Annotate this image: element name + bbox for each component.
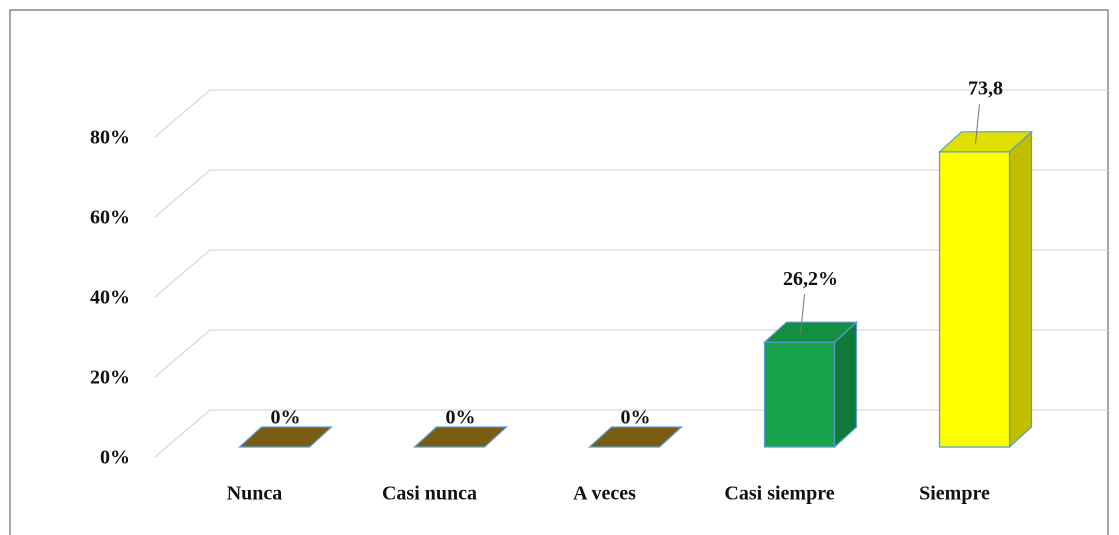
bar <box>937 130 1034 449</box>
bar-top <box>237 426 334 448</box>
value-label: 0% <box>446 407 476 429</box>
bar <box>762 320 859 449</box>
bar <box>412 426 509 448</box>
chart-frame <box>9 9 1109 535</box>
y-tick-label: 40% <box>90 287 130 309</box>
y-tick-label: 20% <box>90 367 130 389</box>
value-label: 73,8 <box>968 77 1003 99</box>
grid-line <box>154 169 1108 218</box>
bar-front <box>763 341 836 448</box>
leader-line <box>800 294 805 335</box>
bar-front <box>938 151 1011 448</box>
bar-top <box>587 426 684 448</box>
x-tick-label: A veces <box>573 483 636 505</box>
value-label: 26,2% <box>783 268 838 290</box>
bar <box>237 426 334 448</box>
y-tick-label: 0% <box>100 447 130 469</box>
value-label: 0% <box>621 407 651 429</box>
bar-top <box>937 131 1034 153</box>
y-tick-label: 60% <box>90 207 130 229</box>
grid-line <box>154 89 1108 138</box>
x-tick-label: Siempre <box>919 483 990 505</box>
x-tick-label: Casi nunca <box>382 483 477 505</box>
bar-side <box>833 320 858 449</box>
bar-top <box>412 426 509 448</box>
x-tick-label: Nunca <box>227 483 283 505</box>
bar-top <box>762 321 859 343</box>
y-tick-label: 80% <box>90 127 130 149</box>
grid-line <box>154 249 1108 298</box>
bar <box>587 426 684 448</box>
value-label: 0% <box>271 407 301 429</box>
leader-line <box>975 103 980 144</box>
bar-side <box>1008 130 1033 449</box>
x-tick-label: Casi siempre <box>724 483 834 505</box>
